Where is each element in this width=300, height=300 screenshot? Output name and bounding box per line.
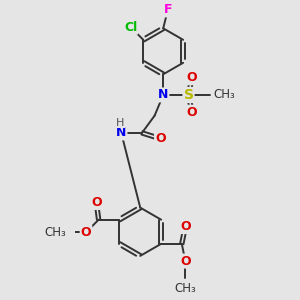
- Text: O: O: [187, 106, 197, 119]
- Text: N: N: [158, 88, 168, 101]
- Text: S: S: [184, 88, 194, 102]
- Text: O: O: [81, 226, 91, 239]
- Text: O: O: [155, 132, 166, 145]
- Text: H: H: [116, 118, 124, 128]
- Text: N: N: [116, 126, 127, 140]
- Text: O: O: [91, 196, 102, 209]
- Text: CH₃: CH₃: [174, 282, 196, 295]
- Text: F: F: [164, 3, 172, 16]
- Text: O: O: [180, 220, 190, 233]
- Text: CH₃: CH₃: [44, 226, 66, 239]
- Text: Cl: Cl: [124, 21, 137, 34]
- Text: O: O: [180, 255, 190, 268]
- Text: O: O: [187, 71, 197, 84]
- Text: CH₃: CH₃: [213, 88, 235, 101]
